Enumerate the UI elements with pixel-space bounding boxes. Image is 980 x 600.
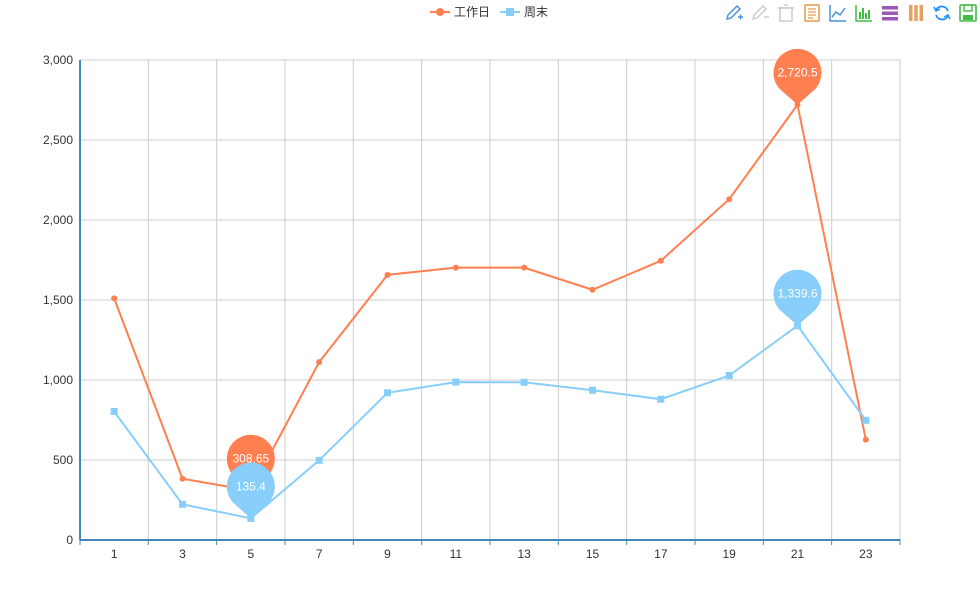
save-image-icon[interactable]	[958, 3, 978, 23]
data-point[interactable]	[862, 416, 870, 424]
legend-item-weekend[interactable]: 周末	[500, 3, 548, 20]
data-view-icon[interactable]	[802, 3, 822, 23]
data-point[interactable]	[384, 389, 391, 397]
y-tick-label: 1,000	[43, 373, 73, 387]
data-point[interactable]	[521, 264, 528, 271]
data-point[interactable]	[589, 386, 596, 394]
x-tick-label: 9	[384, 547, 391, 561]
mark-point-pin[interactable]	[773, 269, 822, 326]
data-point[interactable]	[111, 295, 118, 302]
mark-undo-icon[interactable]	[750, 3, 770, 23]
legend-weekend-label: 周末	[524, 5, 549, 19]
data-point[interactable]	[179, 500, 186, 508]
mark-point-label: 135.4	[236, 479, 266, 493]
x-tick-label: 23	[859, 547, 873, 561]
mark-icon[interactable]	[724, 3, 744, 23]
data-point[interactable]	[657, 395, 665, 403]
data-point[interactable]	[110, 408, 118, 416]
data-point[interactable]	[316, 359, 323, 366]
x-tick-label: 15	[586, 547, 600, 561]
mark-point-label: 308.65	[232, 452, 269, 466]
data-point[interactable]	[452, 264, 459, 271]
mark-point-label: 2,720.5	[777, 66, 817, 80]
legend-workday-marker-icon	[430, 7, 450, 16]
x-tick-label: 13	[517, 547, 531, 561]
stack-icon[interactable]	[880, 3, 900, 23]
data-point[interactable]	[589, 286, 596, 293]
tiled-icon[interactable]	[906, 3, 926, 23]
y-tick-label: 1,500	[43, 293, 73, 307]
y-tick-label: 500	[53, 453, 73, 467]
data-point[interactable]	[384, 271, 391, 278]
data-point[interactable]	[657, 257, 664, 264]
x-tick-label: 5	[247, 547, 254, 561]
legend-workday-label: 工作日	[454, 5, 491, 19]
legend-item-workday[interactable]: 工作日	[430, 3, 490, 20]
chart-legend: 工作日 周末	[430, 3, 548, 20]
y-tick-label: 2,000	[43, 213, 73, 227]
x-tick-label: 7	[316, 547, 323, 561]
data-point[interactable]	[452, 378, 460, 386]
x-tick-label: 1	[111, 547, 118, 561]
legend-weekend-marker-icon	[500, 7, 521, 16]
data-point[interactable]	[520, 378, 528, 386]
x-tick-label: 11	[450, 547, 463, 561]
data-point[interactable]	[862, 436, 869, 443]
data-point[interactable]	[315, 456, 323, 464]
line-chart-icon[interactable]	[828, 3, 848, 23]
data-point[interactable]	[726, 196, 733, 203]
restore-icon[interactable]	[932, 3, 952, 23]
chart-toolbox	[724, 3, 978, 23]
data-point[interactable]	[725, 372, 733, 380]
x-tick-label: 21	[791, 547, 805, 561]
x-tick-label: 19	[722, 547, 736, 561]
mark-point-pin[interactable]	[226, 462, 275, 519]
y-tick-label: 0	[66, 533, 73, 547]
x-tick-label: 3	[179, 547, 186, 561]
mark-point-label: 1,339.6	[777, 287, 817, 301]
y-tick-label: 2,500	[43, 133, 73, 147]
y-tick-label: 3,000	[43, 53, 73, 67]
series-line-1	[113, 324, 867, 520]
mark-point-pin[interactable]	[773, 48, 822, 105]
bar-chart-icon[interactable]	[854, 3, 874, 23]
mark-clear-icon[interactable]	[776, 3, 796, 23]
x-tick-label: 17	[654, 547, 668, 561]
data-point[interactable]	[179, 475, 186, 482]
